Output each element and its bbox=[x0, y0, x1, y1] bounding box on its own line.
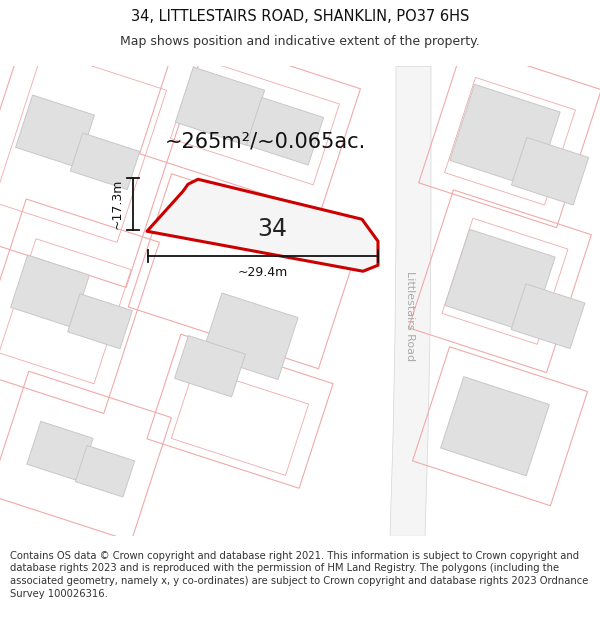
Text: ~17.3m: ~17.3m bbox=[110, 179, 124, 229]
Polygon shape bbox=[440, 377, 550, 476]
Polygon shape bbox=[450, 84, 560, 188]
Polygon shape bbox=[70, 133, 140, 189]
Text: ~29.4m: ~29.4m bbox=[238, 266, 288, 279]
Text: Contains OS data © Crown copyright and database right 2021. This information is : Contains OS data © Crown copyright and d… bbox=[10, 551, 588, 599]
Polygon shape bbox=[247, 98, 323, 165]
Polygon shape bbox=[147, 179, 378, 271]
Text: 34, LITTLESTAIRS ROAD, SHANKLIN, PO37 6HS: 34, LITTLESTAIRS ROAD, SHANKLIN, PO37 6H… bbox=[131, 9, 469, 24]
Polygon shape bbox=[16, 95, 94, 168]
Polygon shape bbox=[202, 293, 298, 379]
Text: ~265m²/~0.065ac.: ~265m²/~0.065ac. bbox=[164, 131, 365, 151]
Text: Map shows position and indicative extent of the property.: Map shows position and indicative extent… bbox=[120, 35, 480, 48]
Polygon shape bbox=[68, 294, 133, 349]
Text: 34: 34 bbox=[257, 217, 287, 241]
Polygon shape bbox=[175, 336, 245, 397]
Polygon shape bbox=[511, 138, 589, 205]
Polygon shape bbox=[175, 67, 265, 146]
Text: Littlestairs Road: Littlestairs Road bbox=[405, 271, 415, 361]
Polygon shape bbox=[27, 421, 93, 481]
Polygon shape bbox=[76, 446, 134, 497]
Polygon shape bbox=[511, 284, 585, 349]
Polygon shape bbox=[390, 66, 431, 536]
Polygon shape bbox=[445, 229, 555, 333]
Polygon shape bbox=[11, 255, 89, 328]
